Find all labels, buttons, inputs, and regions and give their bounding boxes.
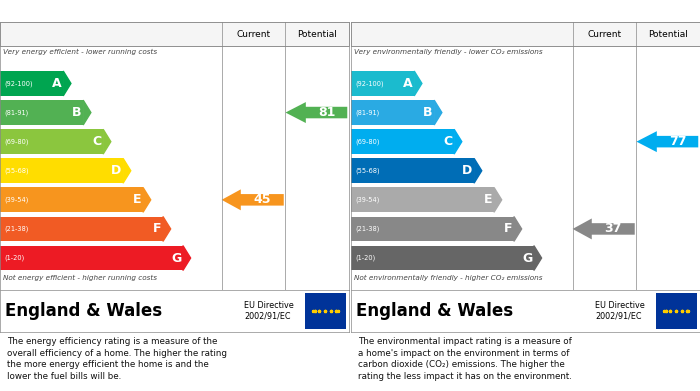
Polygon shape	[434, 100, 442, 125]
Text: Not energy efficient - higher running costs: Not energy efficient - higher running co…	[4, 275, 158, 282]
Text: Energy Efficiency Rating: Energy Efficiency Rating	[5, 5, 168, 18]
Polygon shape	[123, 158, 131, 183]
Polygon shape	[636, 131, 699, 152]
Text: Very energy efficient - lower running costs: Very energy efficient - lower running co…	[4, 49, 158, 55]
Text: A: A	[52, 77, 62, 90]
Polygon shape	[143, 187, 150, 212]
Bar	[351, 158, 474, 183]
Text: England & Wales: England & Wales	[5, 302, 162, 320]
Text: C: C	[443, 135, 452, 148]
Text: D: D	[462, 164, 472, 177]
Polygon shape	[163, 217, 171, 241]
Bar	[0, 217, 163, 241]
Bar	[351, 187, 494, 212]
Text: (92-100): (92-100)	[4, 80, 33, 87]
Text: E: E	[484, 193, 492, 206]
Text: (21-38): (21-38)	[4, 226, 29, 232]
Text: A: A	[403, 77, 412, 90]
Text: Potential: Potential	[648, 30, 688, 39]
Text: EU Directive
2002/91/EC: EU Directive 2002/91/EC	[244, 301, 294, 321]
Bar	[657, 293, 696, 329]
Text: G: G	[171, 251, 181, 265]
Polygon shape	[63, 71, 71, 96]
Text: Environmental Impact (CO₂) Rating: Environmental Impact (CO₂) Rating	[356, 5, 589, 18]
Polygon shape	[286, 102, 347, 123]
Bar	[0, 22, 349, 46]
Polygon shape	[222, 189, 284, 210]
Text: (39-54): (39-54)	[355, 197, 379, 203]
Text: The environmental impact rating is a measure of
a home's impact on the environme: The environmental impact rating is a mea…	[358, 337, 572, 381]
Text: 37: 37	[605, 222, 622, 235]
Text: (21-38): (21-38)	[355, 226, 379, 232]
Polygon shape	[183, 246, 190, 271]
Text: Not environmentally friendly - higher CO₂ emissions: Not environmentally friendly - higher CO…	[354, 275, 543, 282]
Text: B: B	[423, 106, 433, 119]
Text: (81-91): (81-91)	[4, 109, 29, 116]
Polygon shape	[573, 219, 635, 239]
Bar	[351, 129, 454, 154]
Text: Very environmentally friendly - lower CO₂ emissions: Very environmentally friendly - lower CO…	[354, 49, 543, 55]
Bar	[351, 71, 414, 96]
Text: Current: Current	[587, 30, 622, 39]
Text: The energy efficiency rating is a measure of the
overall efficiency of a home. T: The energy efficiency rating is a measur…	[7, 337, 227, 381]
Text: Potential: Potential	[298, 30, 337, 39]
Polygon shape	[534, 246, 542, 271]
Polygon shape	[414, 71, 422, 96]
Polygon shape	[454, 129, 462, 154]
Text: (1-20): (1-20)	[355, 255, 375, 261]
Bar	[351, 217, 514, 241]
Text: EU Directive
2002/91/EC: EU Directive 2002/91/EC	[595, 301, 645, 321]
Bar	[0, 71, 63, 96]
Text: (69-80): (69-80)	[355, 138, 379, 145]
Text: C: C	[92, 135, 102, 148]
Polygon shape	[83, 100, 91, 125]
Text: (55-68): (55-68)	[355, 167, 380, 174]
Text: 77: 77	[668, 135, 686, 148]
Text: (81-91): (81-91)	[355, 109, 379, 116]
Bar	[0, 187, 143, 212]
Text: (92-100): (92-100)	[355, 80, 384, 87]
Polygon shape	[494, 187, 502, 212]
Bar	[305, 293, 346, 329]
Bar	[0, 246, 183, 271]
Text: D: D	[111, 164, 121, 177]
Text: F: F	[504, 222, 512, 235]
Bar	[351, 22, 700, 46]
Text: Current: Current	[237, 30, 271, 39]
Text: (1-20): (1-20)	[4, 255, 25, 261]
Text: 45: 45	[253, 193, 271, 206]
Text: (69-80): (69-80)	[4, 138, 29, 145]
Bar	[351, 100, 434, 125]
Polygon shape	[474, 158, 482, 183]
Polygon shape	[514, 217, 522, 241]
Text: (55-68): (55-68)	[4, 167, 29, 174]
Text: B: B	[72, 106, 81, 119]
Polygon shape	[103, 129, 111, 154]
Text: G: G	[522, 251, 532, 265]
Bar	[0, 100, 83, 125]
Text: 81: 81	[318, 106, 335, 119]
Bar	[351, 246, 534, 271]
Bar	[0, 129, 103, 154]
Text: E: E	[133, 193, 141, 206]
Text: F: F	[153, 222, 161, 235]
Text: (39-54): (39-54)	[4, 197, 29, 203]
Text: England & Wales: England & Wales	[356, 302, 513, 320]
Bar	[0, 158, 123, 183]
